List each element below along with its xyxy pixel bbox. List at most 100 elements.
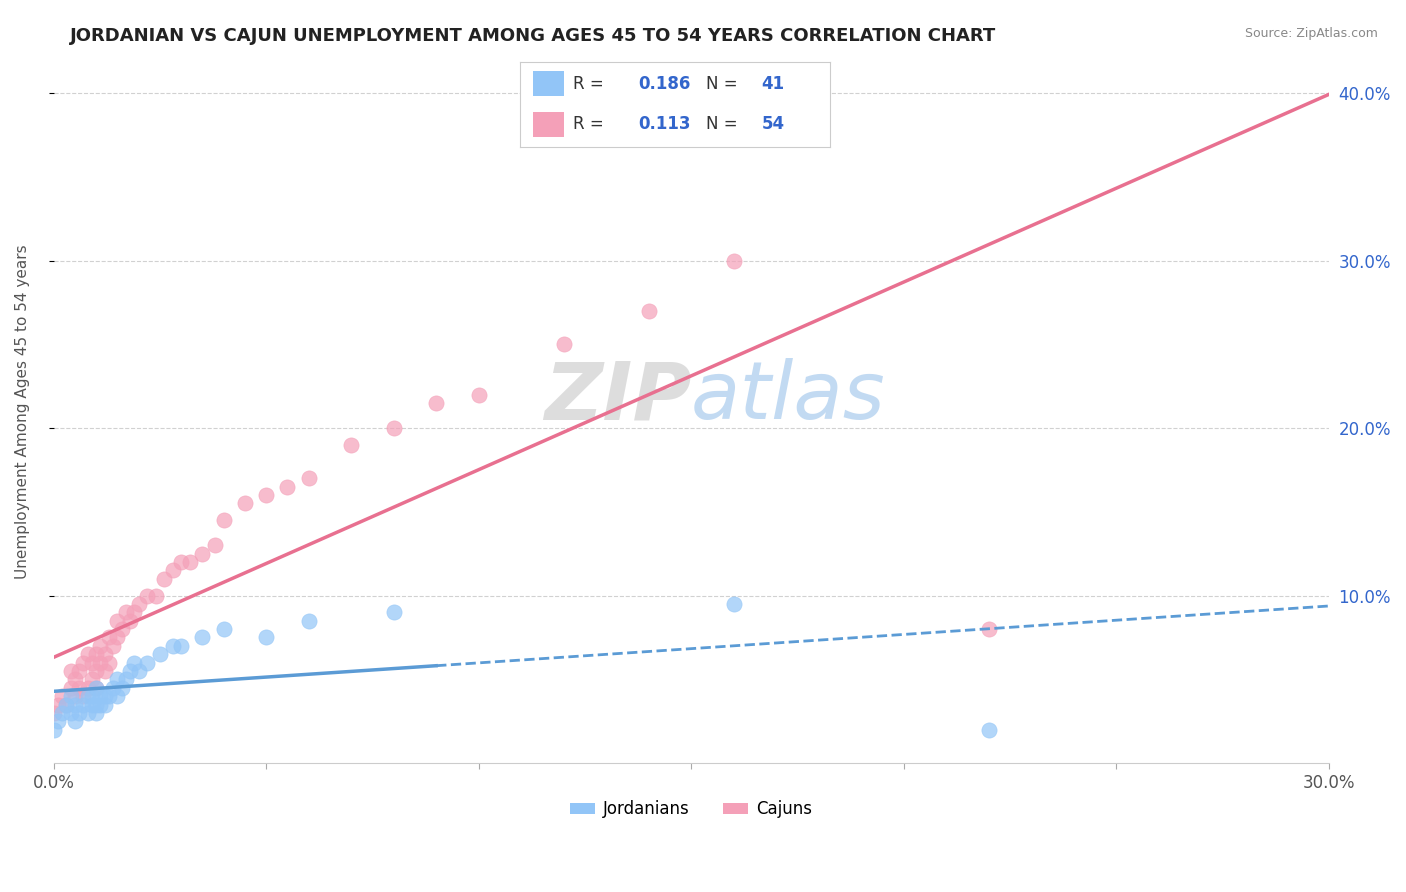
Point — [120, 664, 142, 678]
Point — [84, 681, 107, 695]
Point — [59, 681, 82, 695]
Point — [212, 513, 235, 527]
Point — [128, 664, 150, 678]
Point — [42, 706, 65, 720]
Point — [101, 681, 124, 695]
Point — [340, 438, 363, 452]
Point — [80, 689, 103, 703]
Point — [170, 639, 193, 653]
Point — [80, 698, 103, 712]
Point — [89, 656, 111, 670]
Text: JORDANIAN VS CAJUN UNEMPLOYMENT AMONG AGES 45 TO 54 YEARS CORRELATION CHART: JORDANIAN VS CAJUN UNEMPLOYMENT AMONG AG… — [70, 27, 997, 45]
Point — [162, 564, 184, 578]
Point — [46, 714, 69, 729]
Point — [723, 597, 745, 611]
Point — [72, 698, 94, 712]
Point — [80, 656, 103, 670]
Point — [233, 496, 256, 510]
Point — [149, 647, 172, 661]
Point — [105, 614, 128, 628]
Point — [170, 555, 193, 569]
Point — [76, 706, 98, 720]
Point — [977, 723, 1000, 737]
Point — [115, 606, 138, 620]
Point — [76, 647, 98, 661]
Point — [204, 538, 226, 552]
Point — [153, 572, 176, 586]
Point — [93, 647, 115, 661]
Point — [425, 396, 447, 410]
Text: atlas: atlas — [692, 359, 886, 436]
Point — [637, 303, 659, 318]
Point — [145, 589, 167, 603]
Point — [76, 689, 98, 703]
Point — [212, 622, 235, 636]
Point — [93, 698, 115, 712]
Text: N =: N = — [706, 75, 742, 93]
Point — [84, 681, 107, 695]
Point — [723, 253, 745, 268]
Point — [63, 714, 86, 729]
Point — [97, 631, 120, 645]
Point — [89, 639, 111, 653]
Point — [84, 706, 107, 720]
Point — [97, 689, 120, 703]
Point — [59, 689, 82, 703]
Point — [111, 622, 134, 636]
Point — [67, 681, 90, 695]
Point — [298, 471, 321, 485]
Point — [72, 656, 94, 670]
Point — [120, 614, 142, 628]
Point — [276, 480, 298, 494]
Point — [179, 555, 201, 569]
Point — [76, 681, 98, 695]
Point — [382, 421, 405, 435]
Point — [89, 689, 111, 703]
Point — [111, 681, 134, 695]
Point — [254, 631, 277, 645]
Text: N =: N = — [706, 115, 742, 133]
Point — [105, 689, 128, 703]
Point — [51, 706, 73, 720]
Point — [162, 639, 184, 653]
Point — [101, 639, 124, 653]
Y-axis label: Unemployment Among Ages 45 to 54 years: Unemployment Among Ages 45 to 54 years — [15, 244, 30, 579]
Point — [72, 689, 94, 703]
Point — [382, 606, 405, 620]
Point — [298, 614, 321, 628]
Point — [93, 664, 115, 678]
Text: R =: R = — [572, 115, 609, 133]
Point — [59, 664, 82, 678]
Point — [105, 673, 128, 687]
Point — [59, 706, 82, 720]
Point — [80, 673, 103, 687]
Point — [63, 673, 86, 687]
Point — [67, 664, 90, 678]
Point — [63, 698, 86, 712]
Point — [553, 337, 575, 351]
Point — [124, 606, 146, 620]
Point — [42, 723, 65, 737]
Point — [254, 488, 277, 502]
Bar — [533, 112, 564, 137]
Point — [84, 664, 107, 678]
Point — [136, 656, 159, 670]
Point — [89, 698, 111, 712]
Point — [124, 656, 146, 670]
Point — [136, 589, 159, 603]
Text: 0.186: 0.186 — [638, 75, 690, 93]
Point — [191, 547, 214, 561]
Point — [84, 647, 107, 661]
Text: ZIP: ZIP — [544, 359, 692, 436]
Text: Source: ZipAtlas.com: Source: ZipAtlas.com — [1244, 27, 1378, 40]
Text: 54: 54 — [762, 115, 785, 133]
Point — [97, 656, 120, 670]
Point — [467, 387, 489, 401]
Point — [51, 689, 73, 703]
Text: R =: R = — [572, 75, 609, 93]
Point — [115, 673, 138, 687]
Point — [977, 622, 1000, 636]
Point — [55, 698, 77, 712]
Point — [105, 631, 128, 645]
Point — [63, 689, 86, 703]
